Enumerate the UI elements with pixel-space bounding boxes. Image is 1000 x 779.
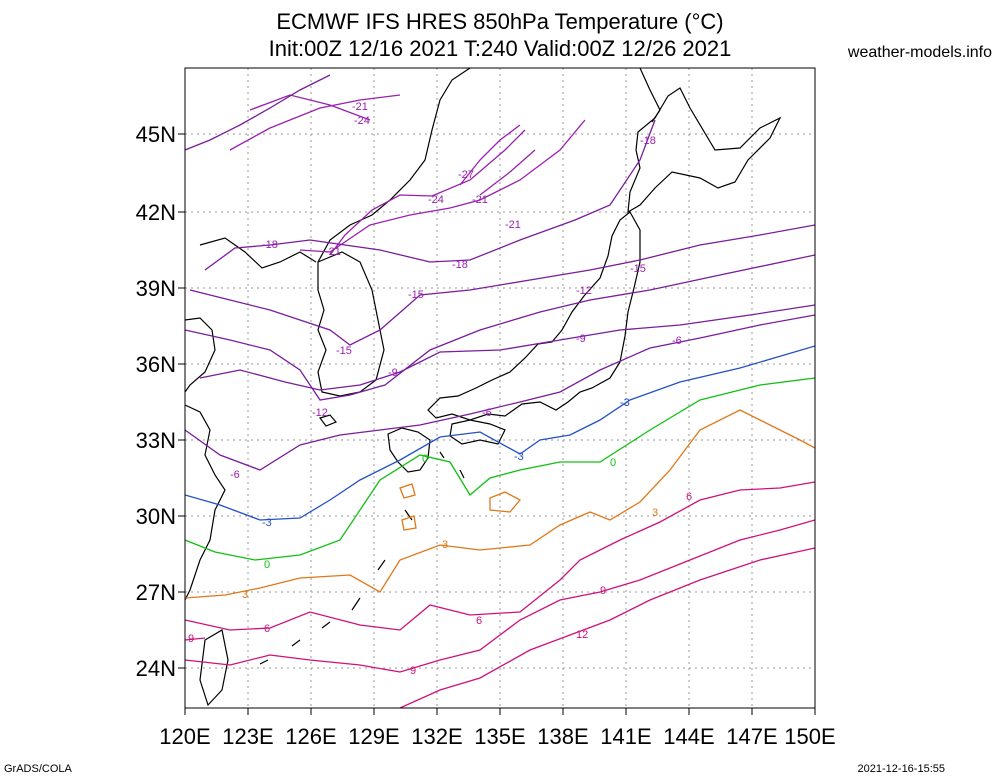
contours: [185, 74, 815, 708]
contour-6: [185, 481, 815, 631]
lon-label: 135E: [474, 724, 525, 749]
contour-label: -3: [262, 517, 272, 529]
lat-labels: 45N 42N 39N 36N 33N 30N 27N 24N: [136, 122, 176, 681]
lat-label: 45N: [136, 122, 176, 147]
lat-label: 39N: [136, 276, 176, 301]
contour-label: 9: [600, 585, 606, 597]
lon-label: 120E: [159, 724, 210, 749]
contour-label: -6: [482, 407, 492, 419]
lat-label: 33N: [136, 428, 176, 453]
taiwan-coast: [199, 629, 229, 707]
contour-label: -3: [620, 397, 630, 409]
contour-label: 6: [476, 615, 482, 627]
site-credit: weather-models.info: [847, 44, 992, 61]
contour-label: -12: [312, 407, 328, 419]
lat-label: 24N: [136, 656, 176, 681]
jeju-island: [319, 414, 338, 427]
ryukyu-islands: [259, 509, 413, 665]
contour-label: -27: [458, 169, 474, 181]
contour-label: 3: [442, 539, 448, 551]
contour-label: -18: [262, 239, 278, 251]
contour-0: [185, 377, 815, 561]
contour-label: -15: [630, 263, 646, 275]
japan-shikoku-coast: [449, 419, 506, 445]
japan-kyushu-coast: [387, 427, 431, 473]
contour-12: [185, 547, 815, 708]
contour-label: 3: [652, 507, 658, 519]
contour-label: -24: [354, 115, 370, 127]
contour-neg6: [185, 314, 815, 471]
graticule: [185, 68, 815, 708]
map-title-line2: Init:00Z 12/16 2021 T:240 Valid:00Z 12/2…: [268, 36, 732, 61]
contour-neg15: [189, 224, 815, 346]
contour-label: -24: [428, 194, 444, 206]
tick-marks: [178, 133, 816, 715]
contour-neg12: [185, 254, 815, 401]
contour-label: -21: [325, 246, 341, 258]
lon-label: 126E: [285, 724, 336, 749]
lon-label: 132E: [411, 724, 462, 749]
contour-neg21: [229, 94, 586, 253]
contour-neg24: [249, 94, 526, 256]
contour-3: [185, 409, 815, 599]
contour-label: -9: [388, 367, 398, 379]
contour-label: -9: [576, 333, 586, 345]
lon-label: 150E: [784, 724, 835, 749]
contour-neg9: [199, 304, 815, 391]
russia-coast: [317, 68, 471, 263]
contour-label: 12: [576, 629, 588, 641]
lon-label: 123E: [222, 724, 273, 749]
contour-neg3: [185, 345, 815, 521]
lat-label: 36N: [136, 352, 176, 377]
lat-label: 27N: [136, 580, 176, 605]
software-credit: GrADS/COLA: [4, 763, 72, 775]
sakhalin-coast: [639, 68, 661, 123]
contour-label: -21: [472, 194, 488, 206]
japan-honshu-coast: [427, 211, 641, 421]
lat-label: 42N: [136, 200, 176, 225]
lon-label: 138E: [537, 724, 588, 749]
coastlines: [185, 68, 782, 707]
japan-hokkaido-coast: [627, 87, 782, 214]
contour-label: -12: [576, 285, 592, 297]
contour-label: -15: [408, 289, 424, 301]
contour-label: 0: [264, 559, 270, 571]
map-title-line1: ECMWF IFS HRES 850hPa Temperature (°C): [276, 9, 724, 34]
contour-label: -18: [640, 135, 656, 147]
contour-9: [185, 519, 815, 673]
contour-label: -15: [336, 345, 352, 357]
contour-label: -6: [230, 469, 240, 481]
contour-label: 9: [188, 633, 194, 645]
contour-label: -18: [452, 259, 468, 271]
contour-label: -21: [352, 101, 368, 113]
china-coast: [185, 317, 226, 601]
contour-neg18: [185, 74, 656, 271]
lat-label: 30N: [136, 504, 176, 529]
contour-label: 6: [264, 623, 270, 635]
contour-neg27: [459, 124, 536, 196]
contour-label: 9: [410, 665, 416, 677]
lon-label: 141E: [600, 724, 651, 749]
lon-label: 129E: [348, 724, 399, 749]
contour-label: 0: [610, 457, 616, 469]
contour-label: 3: [242, 589, 248, 601]
lon-label: 144E: [663, 724, 714, 749]
korea-coast: [317, 251, 385, 397]
contour-label: 0: [422, 453, 428, 465]
sakishima-islands: [439, 451, 465, 479]
lon-labels: 120E 123E 126E 129E 132E 135E 138E 141E …: [159, 724, 835, 749]
contour-label: -21: [505, 219, 521, 231]
render-timestamp: 2021-12-16-15:55: [857, 763, 945, 775]
lon-label: 147E: [726, 724, 777, 749]
china-north-coast: [199, 237, 317, 269]
contour-label: -6: [672, 335, 682, 347]
contour-labels: -21 -24 -27 -24 -21 -21 -18 -18 -21 -18 …: [188, 101, 692, 677]
contour-label: 6: [686, 491, 692, 503]
contour-label: -3: [514, 451, 524, 463]
